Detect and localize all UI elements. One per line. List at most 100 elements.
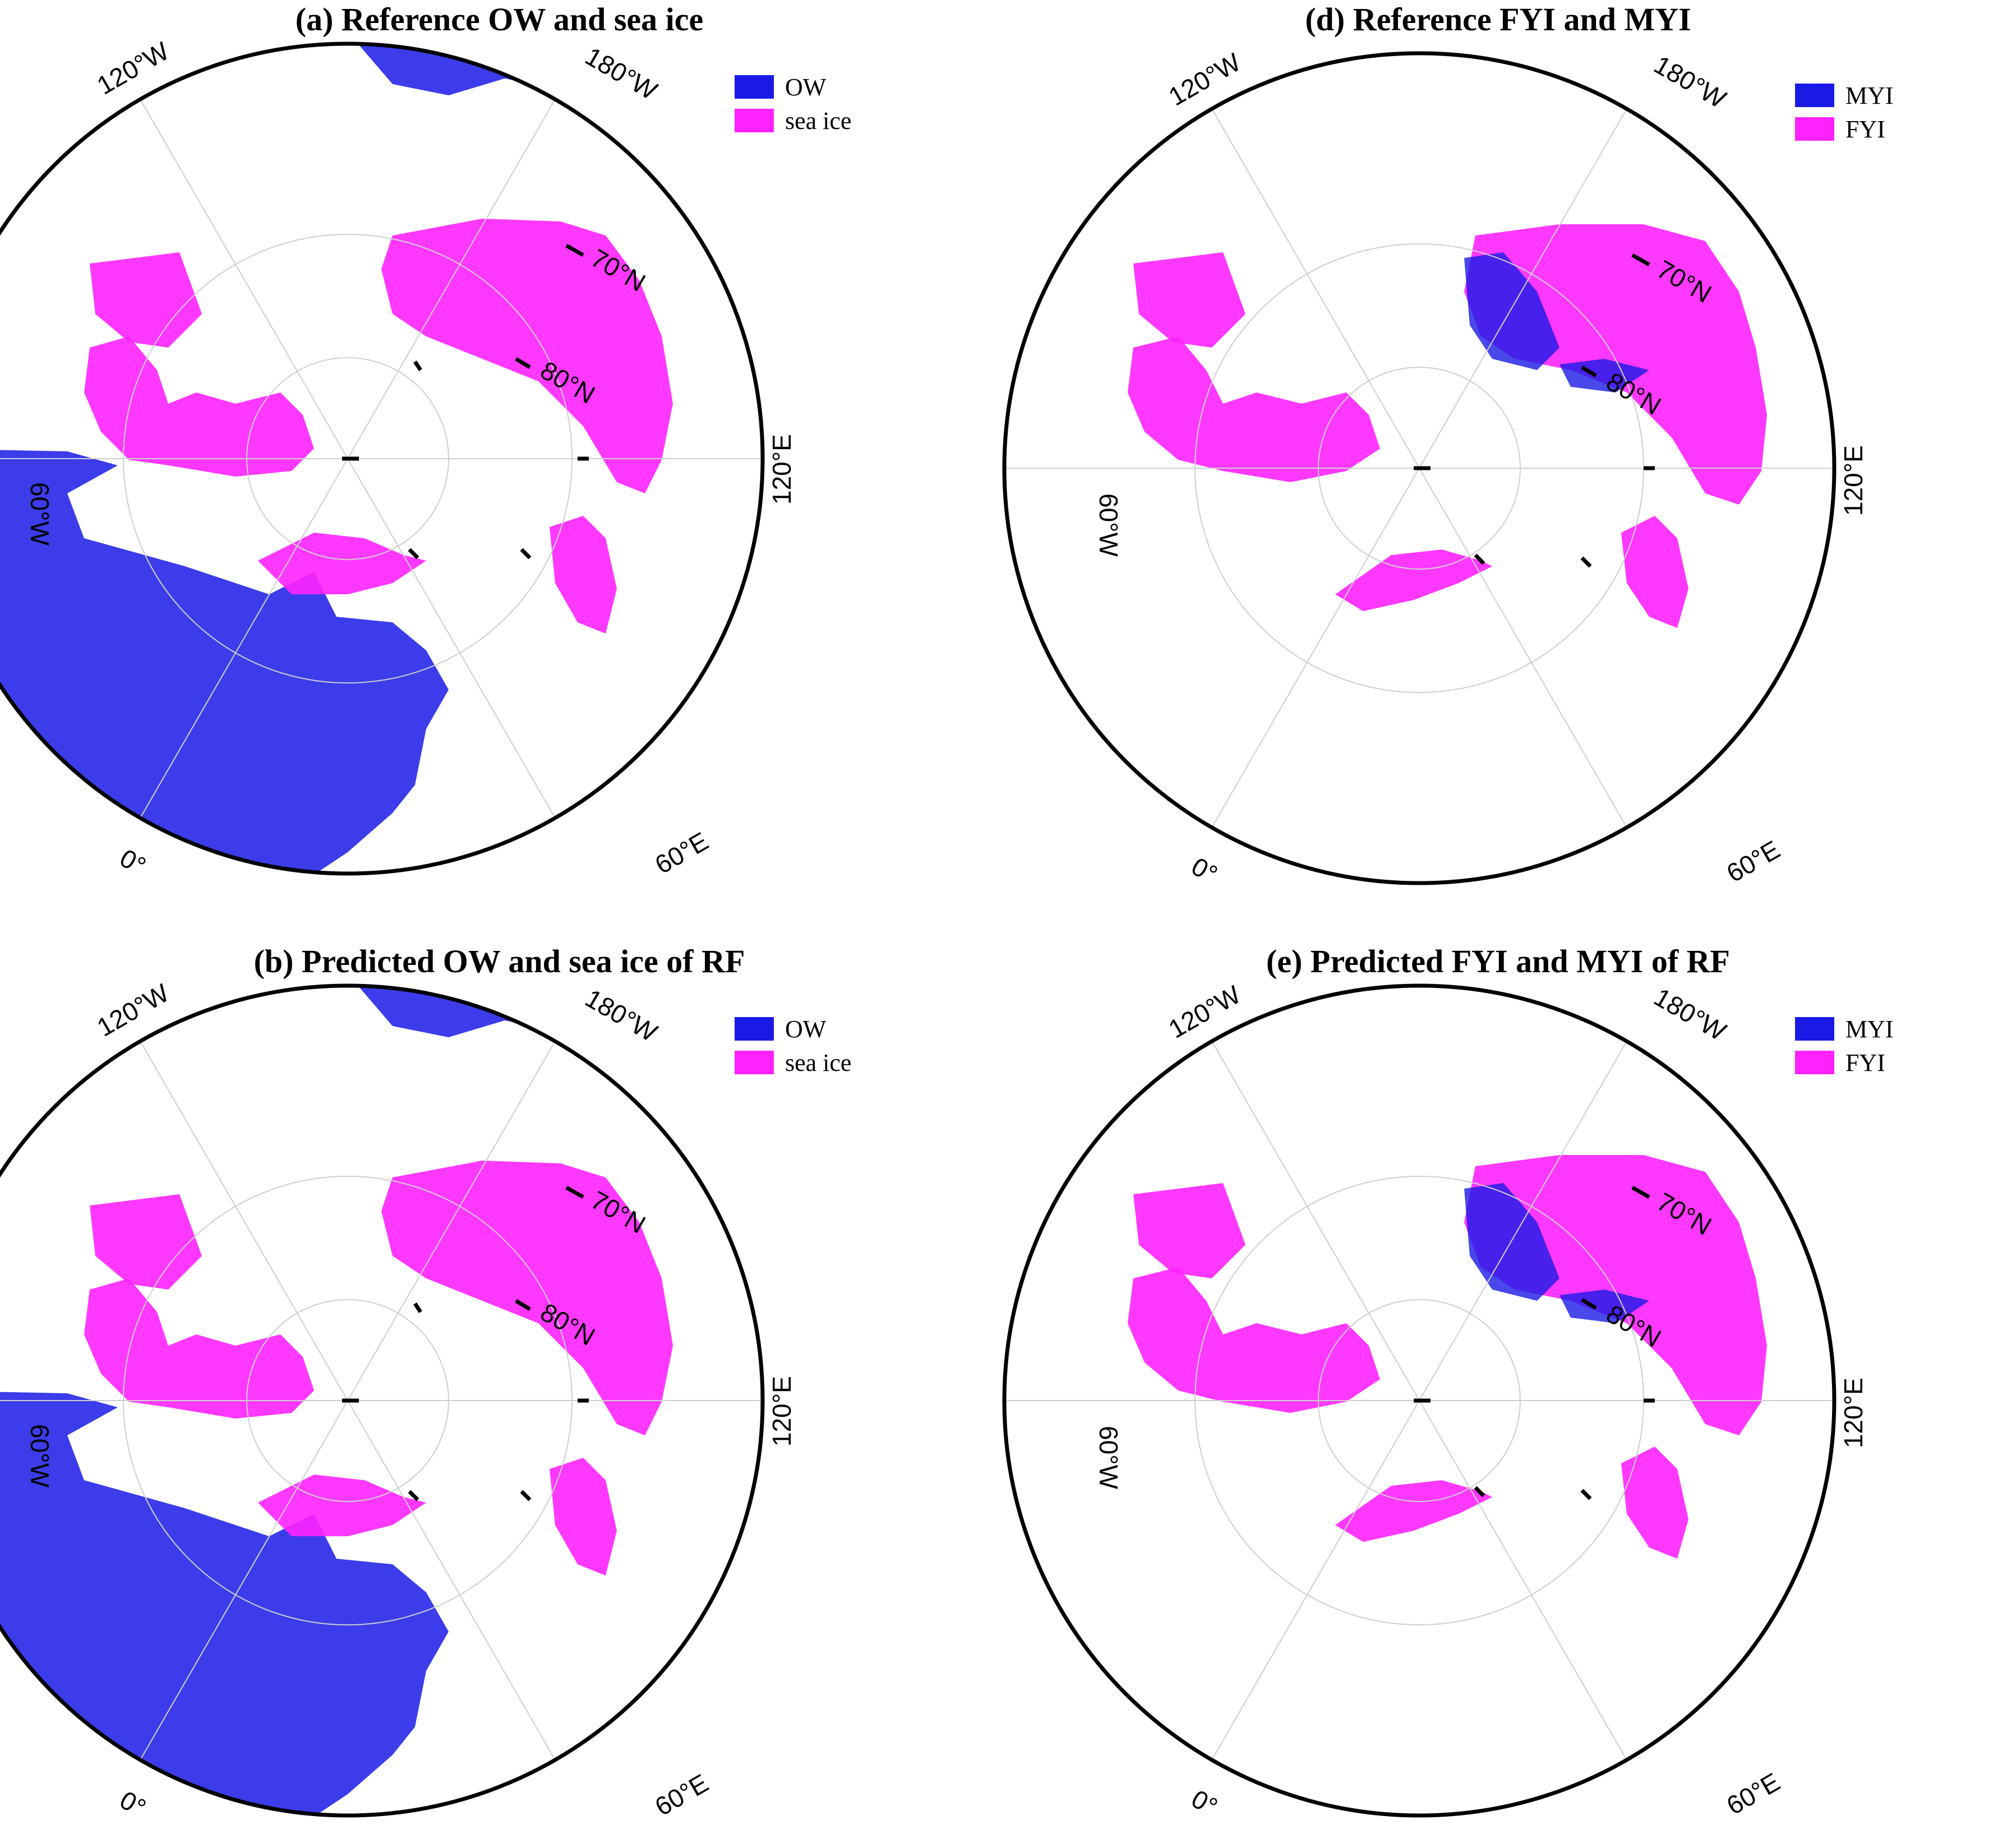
- ice-region-canada-west: [90, 1194, 202, 1290]
- fyi-region-barents: [1621, 516, 1688, 628]
- legend: OW sea ice: [735, 1012, 851, 1079]
- ice-region-bay: [84, 336, 314, 477]
- fyi-region-baltic: [1335, 1480, 1492, 1542]
- lon-label-0: 0°: [1187, 852, 1222, 889]
- fyi-region-bay: [1128, 1267, 1380, 1413]
- ow-region-okhotsk: [723, 1161, 763, 1233]
- lon-label-180w: 180°W: [1649, 982, 1732, 1047]
- lon-label-60w: 60°W: [1094, 493, 1123, 557]
- graticule: [0, 99, 763, 819]
- lat-ticks: [1414, 253, 1655, 568]
- lon-label-180w: 180°W: [1649, 50, 1732, 114]
- lon-label-120e: 120°E: [767, 434, 796, 505]
- lon-label-60e: 60°E: [1722, 1767, 1785, 1821]
- ice-region-arctic: [381, 219, 673, 493]
- legend: MYI FYI: [1795, 1012, 1894, 1079]
- lon-label-0: 0°: [115, 1785, 151, 1823]
- fyi-region-okhotsk: [1812, 235, 1834, 314]
- panel-e: (e) Predicted FYI and MYI of RF: [999, 931, 1997, 1848]
- graticule: [1004, 108, 1834, 828]
- legend-label: FYI: [1845, 1048, 1885, 1077]
- legend-item: FYI: [1795, 1046, 1894, 1079]
- lon-label-180w: 180°W: [580, 41, 663, 106]
- legend: MYI FYI: [1795, 78, 1894, 146]
- myi-region: [1464, 1183, 1559, 1301]
- legend-swatch: [735, 75, 774, 99]
- legend-label: OW: [785, 73, 827, 101]
- legend-item: MYI: [1795, 1012, 1894, 1046]
- legend-label: sea ice: [785, 107, 852, 135]
- legend-item: sea ice: [735, 104, 851, 137]
- panel-title: (b) Predicted OW and sea ice of RF: [253, 943, 745, 980]
- map-border: [0, 41, 765, 876]
- lon-label-0: 0°: [1187, 1784, 1222, 1822]
- lon-label-180w: 180°W: [580, 983, 663, 1048]
- legend-item: OW: [735, 1012, 851, 1046]
- lon-label-120w: 120°W: [1164, 47, 1246, 112]
- legend-label: MYI: [1845, 81, 1894, 109]
- fyi-region-bay: [1128, 336, 1380, 482]
- legend-item: sea ice: [735, 1046, 851, 1079]
- fyi-region-baltic: [1335, 549, 1492, 611]
- lat-ticks: [342, 243, 589, 560]
- fyi-region-canada-west: [1133, 252, 1245, 348]
- legend-item: MYI: [1795, 78, 1894, 112]
- panel-d: (d) Reference FYI and MYI: [999, 0, 1997, 917]
- lon-label-60e: 60°E: [650, 826, 713, 880]
- lon-label-60w: 60°W: [1094, 1426, 1123, 1490]
- legend-swatch: [1795, 1017, 1834, 1041]
- lon-label-120w: 120°W: [92, 36, 174, 100]
- lon-label-0: 0°: [115, 843, 151, 881]
- legend-label: FYI: [1845, 115, 1885, 143]
- panel-title: (e) Predicted FYI and MYI of RF: [1266, 943, 1730, 980]
- lon-label-120e: 120°E: [1839, 445, 1868, 516]
- lon-label-60w: 60°W: [25, 1424, 54, 1488]
- legend-swatch: [1795, 1051, 1834, 1074]
- polar-map: 70°N 80°N 120°W 180°W 60°W 120°E 0° 60°E: [1002, 980, 1868, 1822]
- legend: OW sea ice: [735, 70, 851, 137]
- fyi-region-canada-west: [1133, 1183, 1245, 1278]
- ice-region-arctic: [381, 1161, 673, 1435]
- legend-swatch: [735, 1017, 774, 1041]
- ice-region-bay: [84, 1278, 314, 1419]
- panel-title: (a) Reference OW and sea ice: [295, 1, 704, 38]
- lon-label-120w: 120°W: [1164, 980, 1246, 1044]
- ice-region-barents: [550, 516, 617, 634]
- polar-map: 70°N 80°N 120°W 180°W 60°W 120°E 0° 60°E: [0, 36, 796, 881]
- fyi-region-okhotsk: [1812, 1166, 1834, 1245]
- legend-item: OW: [735, 70, 851, 104]
- ice-region-barents: [550, 1458, 617, 1576]
- lon-label-60w: 60°W: [25, 482, 54, 546]
- lon-label-120e: 120°E: [767, 1376, 796, 1447]
- graticule: [0, 1041, 763, 1761]
- ow-region-atlantic: [0, 449, 449, 874]
- legend-swatch: [1795, 117, 1834, 141]
- panel-title: (d) Reference FYI and MYI: [1305, 1, 1691, 38]
- legend-swatch: [735, 109, 774, 132]
- lat-ticks: [1414, 1185, 1655, 1500]
- map-border: [1002, 983, 1837, 1818]
- myi-region: [1464, 252, 1559, 370]
- ice-region-baltic: [258, 533, 426, 594]
- map-border: [0, 983, 765, 1818]
- legend-item: FYI: [1795, 112, 1894, 146]
- lon-label-60e: 60°E: [1722, 835, 1785, 888]
- legend-swatch: [735, 1051, 774, 1074]
- polar-map: 70°N 80°N 120°W 180°W 60°W 120°E 0° 60°E: [0, 978, 796, 1823]
- map-border: [1002, 51, 1837, 885]
- lon-label-60e: 60°E: [650, 1768, 713, 1822]
- lon-label-120w: 120°W: [92, 978, 174, 1042]
- legend-label: MYI: [1845, 1015, 1894, 1043]
- ice-region-canada-west: [90, 252, 202, 348]
- polar-map: 70°N 80°N 120°W 180°W 60°W 120°E 0° 60°E: [1002, 47, 1868, 889]
- ice-region-baltic: [258, 1475, 426, 1536]
- lat-ticks: [342, 1185, 589, 1502]
- ow-region-atlantic: [0, 1390, 449, 1815]
- ow-region-okhotsk: [723, 219, 763, 292]
- legend-label: OW: [785, 1015, 827, 1043]
- fyi-region-barents: [1621, 1447, 1688, 1559]
- panel-b: (b) Predicted OW and sea ice of RF: [0, 931, 999, 1848]
- legend-label: sea ice: [785, 1048, 852, 1077]
- legend-swatch: [1795, 84, 1834, 107]
- panel-a: (a) Reference OW and sea ice: [0, 0, 999, 917]
